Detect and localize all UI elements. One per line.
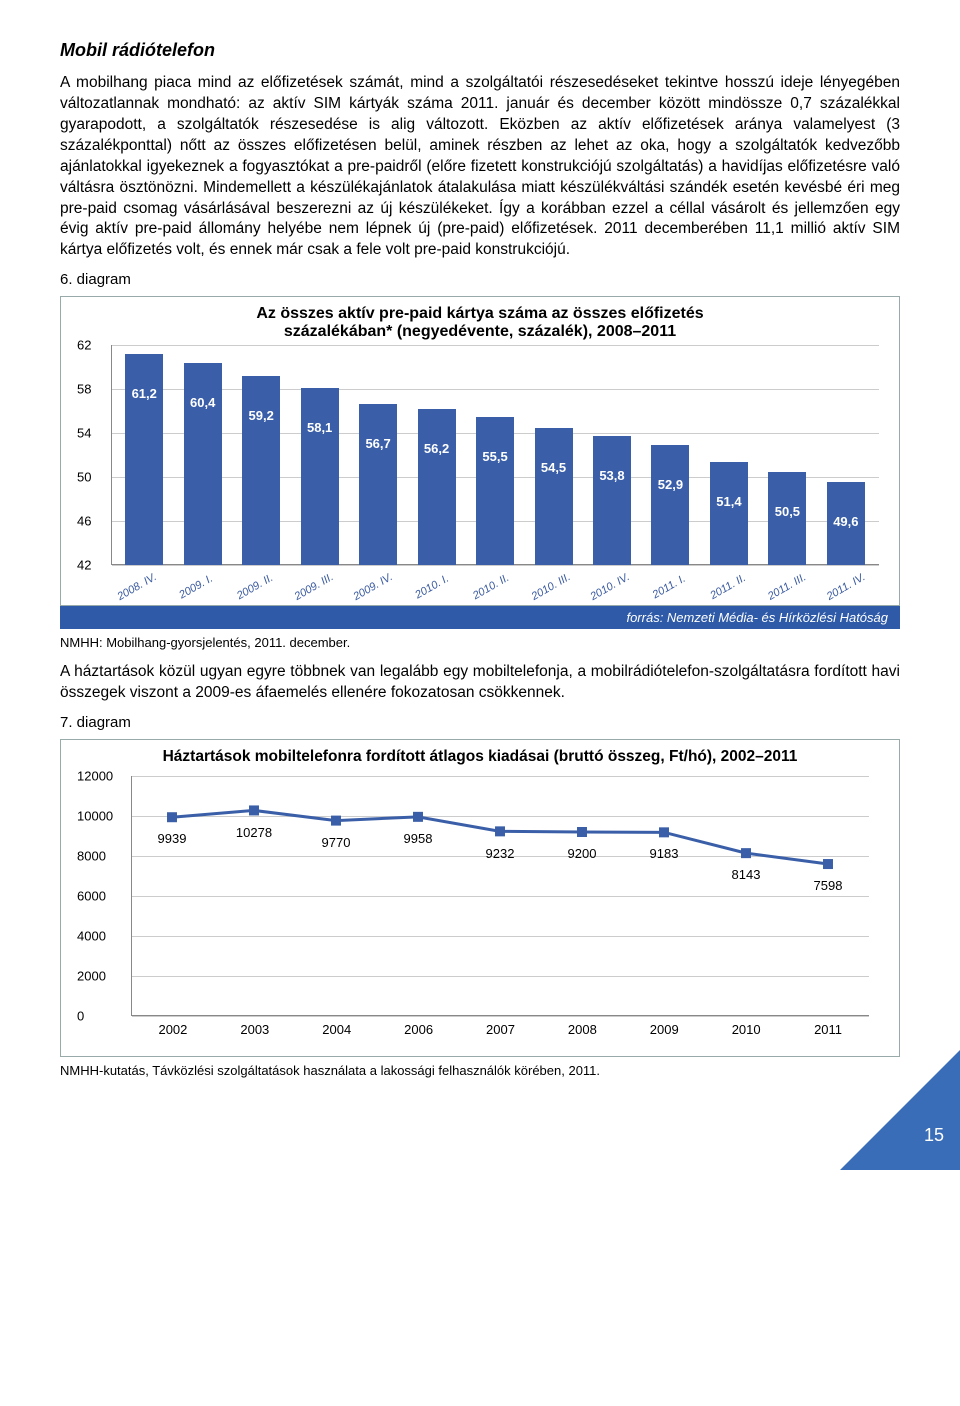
bar-value-label: 50,5 xyxy=(768,504,806,519)
point-value-label: 9770 xyxy=(322,835,351,850)
point-value-label: 9958 xyxy=(404,831,433,846)
paragraph-1: A mobilhang piaca mind az előfizetések s… xyxy=(60,73,900,261)
point-value-label: 9200 xyxy=(568,846,597,861)
bar-wrap: 53,8 xyxy=(583,436,641,566)
y-axis-label: 6000 xyxy=(77,889,106,904)
y-axis-label: 42 xyxy=(77,558,91,573)
bar-wrap: 56,7 xyxy=(349,404,407,566)
bar: 59,2 xyxy=(242,376,280,565)
bar-value-label: 55,5 xyxy=(476,449,514,464)
bar-value-label: 60,4 xyxy=(184,395,222,410)
bar: 53,8 xyxy=(593,436,631,566)
bar-value-label: 49,6 xyxy=(827,514,865,529)
chart-1-title: Az összes aktív pre-paid kártya száma az… xyxy=(61,297,899,341)
page: Mobil rádiótelefon A mobilhang piaca min… xyxy=(0,0,960,1170)
chart-2-container: Háztartások mobiltelefonra fordított átl… xyxy=(60,739,900,1057)
diagram-6-label: 6. diagram xyxy=(60,271,900,288)
point-value-label: 10278 xyxy=(236,825,272,840)
page-footer: 15 xyxy=(60,1090,900,1150)
bar-wrap: 59,2 xyxy=(232,376,290,565)
bar: 61,2 xyxy=(125,354,163,565)
y-axis-label: 46 xyxy=(77,514,91,529)
bar: 54,5 xyxy=(535,428,573,566)
bar: 51,4 xyxy=(710,462,748,565)
bar-value-label: 52,9 xyxy=(651,477,689,492)
bar-value-label: 56,7 xyxy=(359,436,397,451)
bar-wrap: 54,5 xyxy=(524,428,582,566)
point-value-label: 7598 xyxy=(814,878,843,893)
bar-value-label: 56,2 xyxy=(418,441,456,456)
chart-2-plot: 0200040006000800010000120002002200320042… xyxy=(131,766,869,1046)
corner-triangle-icon xyxy=(840,1050,960,1170)
bar-value-label: 53,8 xyxy=(593,468,631,483)
bar-wrap: 58,1 xyxy=(290,388,348,565)
section-heading: Mobil rádiótelefon xyxy=(60,40,900,61)
bar: 58,1 xyxy=(301,388,339,565)
bar-wrap: 51,4 xyxy=(700,462,758,565)
bar: 60,4 xyxy=(184,363,222,565)
chart-1-title-line2: százalékában* (negyedévente, százalék), … xyxy=(284,323,676,340)
chart-2-title: Háztartások mobiltelefonra fordított átl… xyxy=(61,740,899,766)
bar: 56,7 xyxy=(359,404,397,566)
chart-1-bars: 61,2 60,4 59,2 58,1 56,7 56,2 55,5 54,5 53,8 52,9… xyxy=(111,345,879,565)
bar-wrap: 55,5 xyxy=(466,417,524,566)
chart-1-plot: 424650545862 61,260,459,258,156,756,255,… xyxy=(111,345,879,605)
y-axis-label: 12000 xyxy=(77,769,113,784)
chart-1-title-line1: Az összes aktív pre-paid kártya száma az… xyxy=(256,305,703,322)
y-axis-label: 8000 xyxy=(77,849,106,864)
chart-1-container: Az összes aktív pre-paid kártya száma az… xyxy=(60,296,900,606)
bar-wrap: 50,5 xyxy=(758,472,816,566)
point-value-label: 9232 xyxy=(486,846,515,861)
bar-wrap: 60,4 xyxy=(173,363,231,565)
chart-1-xaxis: 2008. IV.2009. I.2009. II.2009. III.2009… xyxy=(111,565,879,605)
bar-wrap: 52,9 xyxy=(641,445,699,565)
bar: 52,9 xyxy=(651,445,689,565)
diagram-7-label: 7. diagram xyxy=(60,714,900,731)
bar-value-label: 58,1 xyxy=(301,420,339,435)
bar-value-label: 51,4 xyxy=(710,494,748,509)
bar: 56,2 xyxy=(418,409,456,565)
bar-wrap: 49,6 xyxy=(817,482,875,566)
page-number: 15 xyxy=(924,1125,944,1146)
point-value-label: 9183 xyxy=(650,846,679,861)
chart-2-line xyxy=(131,766,869,1046)
point-value-label: 9939 xyxy=(158,831,187,846)
y-axis-label: 62 xyxy=(77,338,91,353)
caption-1: NMHH: Mobilhang-gyorsjelentés, 2011. dec… xyxy=(60,635,900,650)
bar-wrap: 61,2 xyxy=(115,354,173,565)
bar-wrap: 56,2 xyxy=(407,409,465,565)
bar: 50,5 xyxy=(768,472,806,566)
point-value-label: 8143 xyxy=(732,867,761,882)
y-axis-label: 0 xyxy=(77,1009,84,1024)
caption-2: NMHH-kutatás, Távközlési szolgáltatások … xyxy=(60,1063,900,1078)
bar-value-label: 59,2 xyxy=(242,408,280,423)
bar: 49,6 xyxy=(827,482,865,566)
y-axis-label: 50 xyxy=(77,470,91,485)
y-axis-label: 54 xyxy=(77,426,91,441)
bar: 55,5 xyxy=(476,417,514,566)
bar-value-label: 54,5 xyxy=(535,460,573,475)
y-axis-label: 58 xyxy=(77,382,91,397)
y-axis-label: 10000 xyxy=(77,809,113,824)
bar-value-label: 61,2 xyxy=(125,386,163,401)
paragraph-2: A háztartások közül ugyan egyre többnek … xyxy=(60,662,900,704)
y-axis-label: 4000 xyxy=(77,929,106,944)
y-axis-label: 2000 xyxy=(77,969,106,984)
